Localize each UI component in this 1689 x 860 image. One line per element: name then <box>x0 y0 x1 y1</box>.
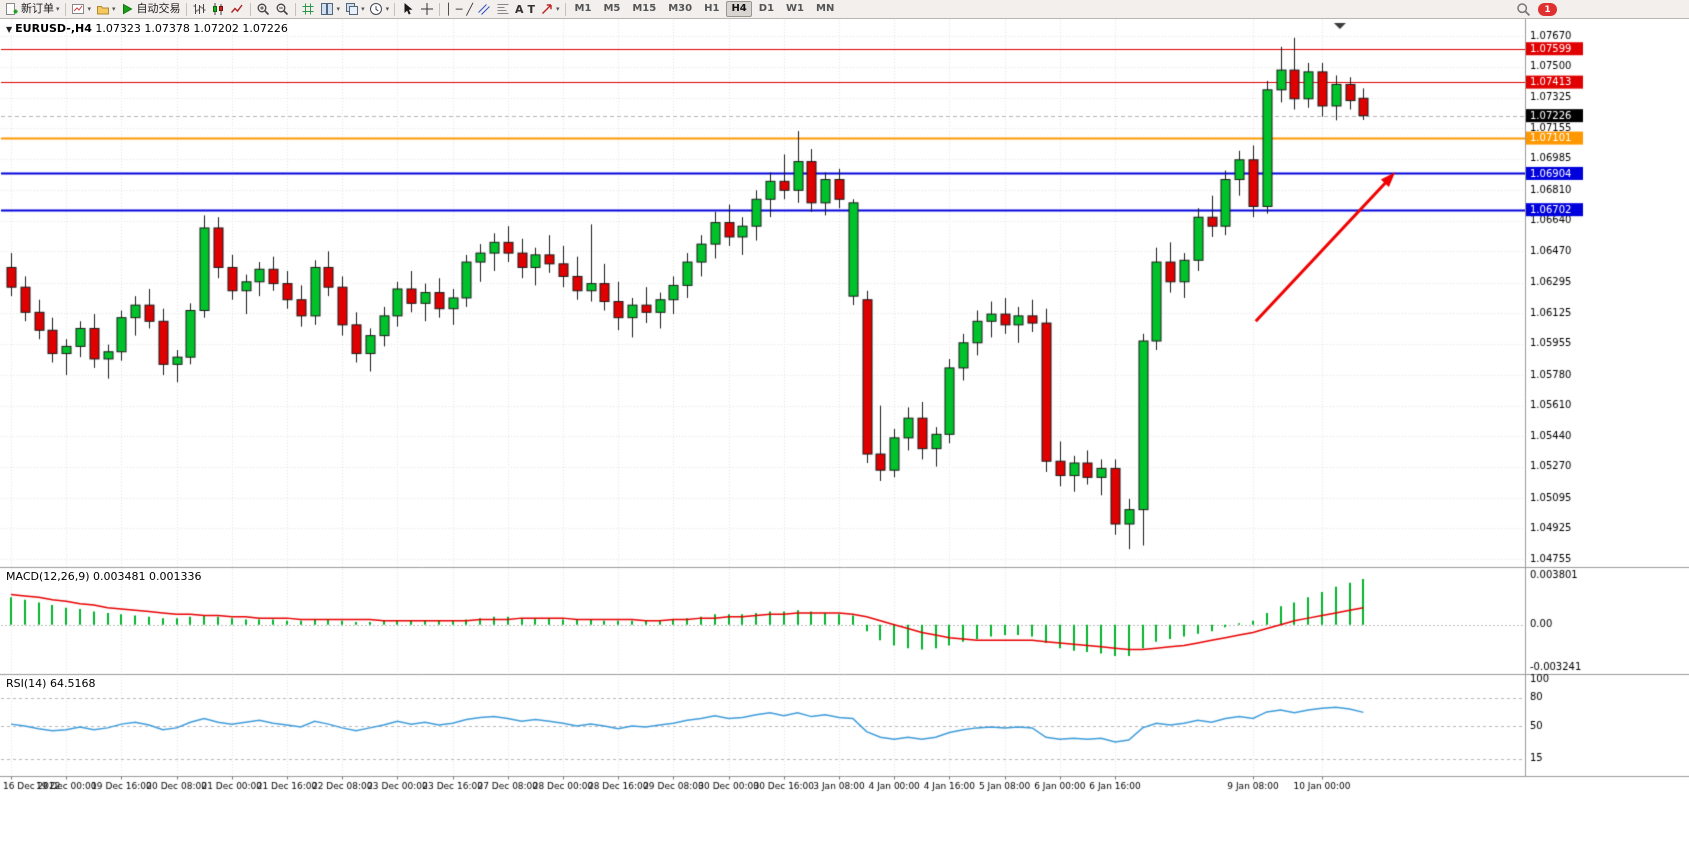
crosshair-icon <box>419 2 434 17</box>
cascade-windows-button[interactable]: ▾ <box>342 1 367 17</box>
chart-area: ▼ EURUSD-,H4 1.07323 1.07378 1.07202 1.07… <box>0 19 1689 860</box>
line-chart-button[interactable] <box>228 1 247 17</box>
label-icon: T <box>527 2 535 16</box>
chevron-down-icon: ▾ <box>361 5 365 13</box>
zoom-in-button[interactable] <box>254 1 273 17</box>
trendline-button[interactable]: ╱ <box>464 1 475 17</box>
price-chart-canvas[interactable] <box>0 19 1689 860</box>
toolbar-separator <box>185 2 187 16</box>
timeframe-M30[interactable]: M30 <box>668 3 693 14</box>
autotrading-button[interactable]: 自动交易 <box>118 1 183 17</box>
indicators-button[interactable] <box>299 1 318 17</box>
candlestick-chart-icon <box>211 2 226 17</box>
candlestick-chart-button[interactable] <box>209 1 228 17</box>
toolbar-separator <box>64 2 66 16</box>
toolbar-separator <box>249 2 251 16</box>
channel-icon <box>477 2 492 17</box>
cursor-button[interactable] <box>398 1 417 17</box>
profiles-button[interactable]: ▾ <box>93 1 118 17</box>
indicators-icon <box>301 2 316 17</box>
bar-chart-icon <box>192 2 207 17</box>
new-chart-button[interactable]: ▾ <box>69 1 94 17</box>
arrows-button[interactable]: ▾ <box>537 1 562 17</box>
fibonacci-button[interactable] <box>494 1 513 17</box>
notifications-badge[interactable]: 1 <box>1538 3 1557 16</box>
chevron-down-icon: ▾ <box>556 5 560 13</box>
bar-chart-button[interactable] <box>190 1 209 17</box>
vertical-line-button[interactable]: │ <box>443 1 454 17</box>
horizontal-line-button[interactable]: ─ <box>454 1 465 17</box>
tile-windows-icon <box>320 2 335 17</box>
chevron-down-icon: ▾ <box>87 5 92 13</box>
timeframe-MN[interactable]: MN <box>816 3 835 14</box>
zoom-in-icon <box>256 2 271 17</box>
timeframe-M15[interactable]: M15 <box>632 3 657 14</box>
toolbar-separator <box>394 2 396 16</box>
arrows-icon <box>539 2 554 17</box>
timeframe-D1[interactable]: D1 <box>758 3 775 14</box>
cursor-icon <box>400 2 415 17</box>
chevron-down-icon: ▾ <box>112 5 116 13</box>
toolbar-separator <box>439 2 441 16</box>
timeframe-H4[interactable]: H4 <box>726 1 752 17</box>
autotrading-icon <box>120 2 135 17</box>
text-icon: A <box>514 2 524 16</box>
chevron-down-icon: ▾ <box>336 5 341 13</box>
clock-icon <box>369 2 384 17</box>
new-order-icon <box>4 2 19 17</box>
fibonacci-icon <box>496 2 511 17</box>
toolbar-right-group: 1 <box>1516 2 1557 17</box>
crosshair-button[interactable] <box>417 1 436 17</box>
toolbar-separator <box>564 2 566 16</box>
line-chart-icon <box>230 2 245 17</box>
cascade-windows-icon <box>344 2 359 17</box>
trendline-icon: ╱ <box>466 2 473 16</box>
profiles-icon <box>95 2 110 17</box>
new-chart-icon <box>71 2 86 17</box>
vertical-line-icon: │ <box>445 2 452 16</box>
timeframe-H1[interactable]: H1 <box>704 3 720 14</box>
new-order-button[interactable]: 新订单 ▾ <box>2 1 62 17</box>
timeframe-W1[interactable]: W1 <box>786 3 805 14</box>
period-button[interactable]: ▾ <box>367 1 392 17</box>
timeframe-M5[interactable]: M5 <box>603 3 621 14</box>
channel-button[interactable] <box>475 1 494 17</box>
tile-windows-button[interactable]: ▾ <box>318 1 343 17</box>
autotrading-label: 自动交易 <box>136 2 181 15</box>
label-button[interactable]: T <box>525 1 537 17</box>
chevron-down-icon: ▾ <box>385 5 390 13</box>
zoom-out-button[interactable] <box>273 1 292 17</box>
text-button[interactable]: A <box>513 1 526 17</box>
horizontal-line-icon: ─ <box>455 2 463 16</box>
zoom-out-icon <box>275 2 290 17</box>
chevron-down-icon: ▾ <box>56 5 60 13</box>
toolbar: 新订单 ▾ ▾ ▾ 自动交易 <box>0 0 1689 19</box>
timeframe-M1[interactable]: M1 <box>574 3 592 14</box>
toolbar-separator <box>294 2 296 16</box>
search-icon[interactable] <box>1516 2 1531 17</box>
new-order-label: 新订单 <box>21 2 54 15</box>
